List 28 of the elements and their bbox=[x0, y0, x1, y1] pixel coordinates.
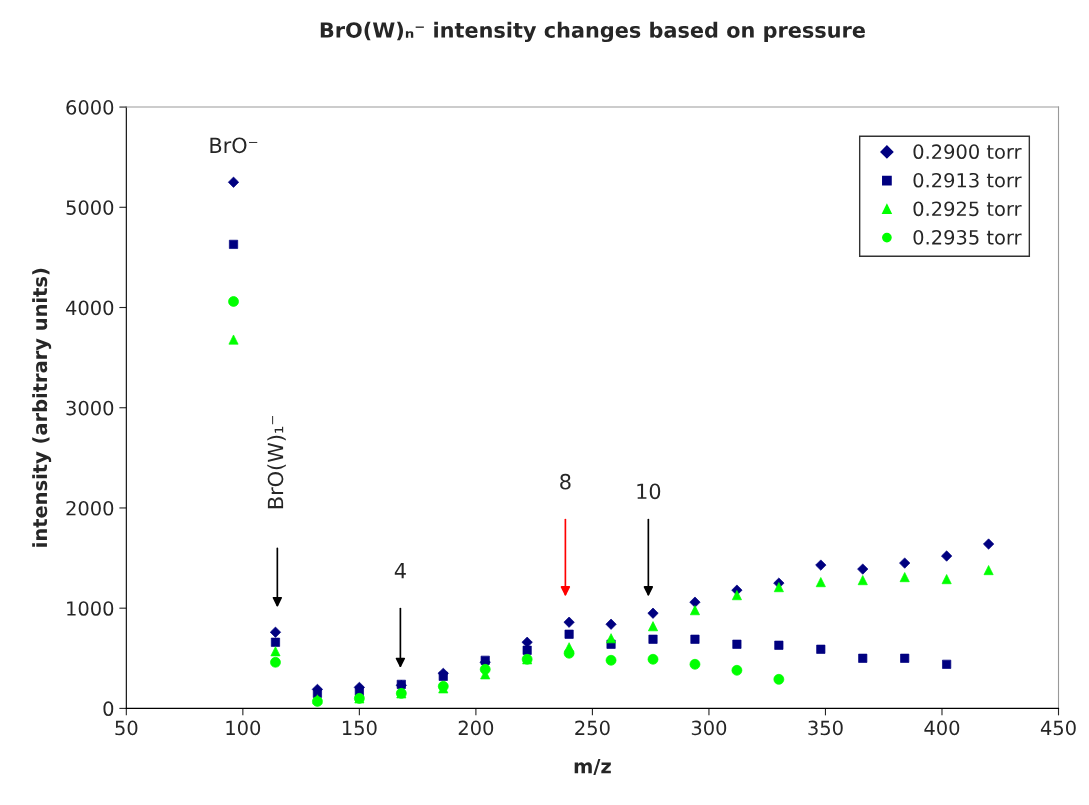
x-tick-label: 50 bbox=[115, 720, 138, 736]
x-tick-label: 350 bbox=[808, 720, 843, 736]
x-axis-title: m/z bbox=[574, 759, 611, 776]
annotation: BrO⁻ bbox=[210, 137, 258, 154]
x-tick-label: 150 bbox=[342, 720, 377, 736]
legend-label: 0.2935 torr bbox=[913, 229, 1022, 245]
x-tick-label: 300 bbox=[691, 720, 727, 736]
x-tick-label: 450 bbox=[1040, 720, 1076, 736]
y-tick-label: 2000 bbox=[66, 500, 114, 516]
annotation: 4 bbox=[394, 563, 406, 579]
legend-label: 0.2913 torr bbox=[913, 172, 1022, 188]
y-tick-label: 6000 bbox=[66, 100, 114, 115]
y-tick-label: 4000 bbox=[65, 300, 114, 316]
annotation: 10 bbox=[637, 483, 661, 500]
legend-label: 0.2900 torr bbox=[913, 144, 1022, 160]
y-tick-label: 5000 bbox=[66, 200, 114, 215]
x-tick-label: 100 bbox=[226, 720, 261, 736]
x-tick-label: 200 bbox=[458, 720, 494, 736]
y-tick-label: 1000 bbox=[67, 601, 114, 616]
y-tick-label: 3000 bbox=[66, 400, 114, 416]
x-tick-label: 250 bbox=[575, 720, 610, 736]
x-tick-label: 400 bbox=[924, 720, 960, 736]
y-tick-label: 0 bbox=[103, 701, 114, 717]
annotation: 8 bbox=[560, 473, 571, 490]
chart-title: BrO(W)ₙ⁻ intensity changes based on pressure bbox=[320, 21, 865, 43]
legend-label: 0.2925 torr bbox=[913, 201, 1022, 217]
annotation: BrO(W)₁⁻ bbox=[267, 416, 286, 509]
y-axis-title: intensity (arbitrary units) bbox=[32, 268, 52, 547]
